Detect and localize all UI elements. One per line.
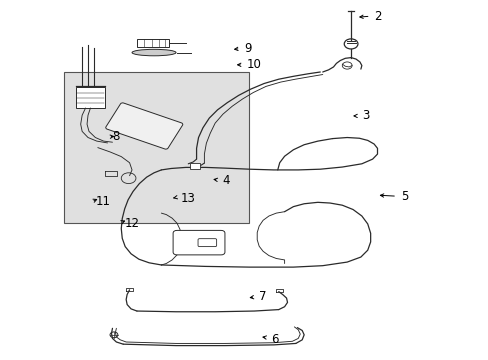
Text: 13: 13 — [181, 192, 195, 204]
Ellipse shape — [132, 49, 176, 56]
FancyBboxPatch shape — [173, 230, 224, 255]
FancyBboxPatch shape — [105, 103, 183, 149]
Text: 4: 4 — [222, 174, 229, 186]
Text: 9: 9 — [244, 42, 251, 55]
Bar — [63, 72, 249, 223]
Text: 5: 5 — [400, 190, 407, 203]
Text: 2: 2 — [373, 10, 381, 23]
Text: 11: 11 — [95, 195, 110, 208]
FancyBboxPatch shape — [198, 239, 216, 247]
Text: 8: 8 — [112, 130, 120, 143]
Text: 7: 7 — [259, 291, 266, 303]
Bar — [189, 163, 200, 169]
Text: 10: 10 — [246, 58, 261, 71]
Text: 6: 6 — [271, 333, 278, 346]
Text: 3: 3 — [361, 109, 368, 122]
Bar — [76, 87, 105, 108]
Text: 12: 12 — [124, 217, 140, 230]
Bar — [137, 39, 168, 47]
